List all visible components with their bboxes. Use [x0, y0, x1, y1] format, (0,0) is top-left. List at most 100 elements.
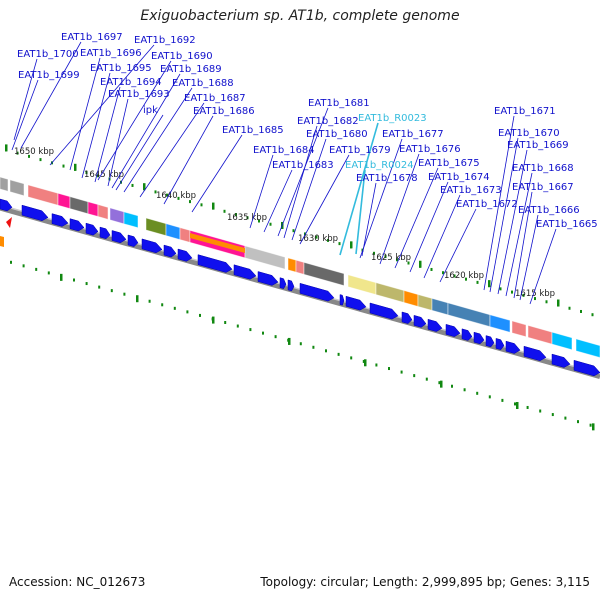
- tick-dot: [438, 381, 441, 385]
- cog-block: [69, 196, 89, 215]
- tick-dot: [246, 216, 249, 220]
- gene-label: EAT1b_1672: [456, 199, 518, 210]
- cog-block: [375, 282, 405, 304]
- label-leader: [69, 57, 101, 171]
- cog-block: [9, 179, 25, 197]
- tick-dot: [258, 219, 260, 223]
- tick-dot: [375, 363, 378, 367]
- cds-arrow: [339, 294, 345, 306]
- label-leader: [13, 58, 38, 141]
- tick-dot: [451, 384, 453, 388]
- tick-dot: [463, 388, 466, 392]
- cds-arrow: [233, 264, 257, 280]
- major-tick: [5, 144, 8, 152]
- tick-dot: [465, 277, 467, 281]
- tick-dot: [16, 151, 19, 155]
- label-leader: [49, 44, 155, 166]
- tick-dot: [131, 183, 134, 187]
- label-leader: [139, 102, 205, 198]
- cog-strip: [0, 236, 4, 247]
- cog-block: [527, 324, 553, 345]
- cog-block: [87, 201, 99, 218]
- label-leader: [409, 181, 449, 273]
- cog-block: [347, 274, 377, 296]
- tick-dot: [501, 398, 504, 402]
- cds-arrow: [177, 248, 193, 262]
- tick-dot: [299, 342, 302, 346]
- tick-dot: [591, 313, 594, 317]
- tick-dot: [442, 271, 444, 275]
- tick-dot: [292, 229, 295, 233]
- cds-arrow: [163, 244, 177, 258]
- tick-dot: [526, 405, 529, 409]
- label-leader: [107, 98, 129, 187]
- tick-dot: [350, 356, 353, 360]
- tick-dot: [534, 297, 536, 301]
- gene-label: EAT1b_1697: [61, 32, 123, 43]
- cds-arrow: [345, 295, 367, 311]
- major-tick: [419, 260, 422, 268]
- label-leader: [115, 114, 164, 191]
- major-tick: [212, 202, 215, 210]
- cog-block: [0, 176, 9, 192]
- tick-dot: [97, 174, 99, 178]
- cog-block: [244, 245, 286, 270]
- tick-dot: [173, 306, 176, 310]
- tick-dot: [73, 278, 75, 282]
- major-tick: [350, 241, 353, 249]
- tick-dot: [177, 196, 180, 200]
- label-leader: [163, 115, 214, 205]
- tick-dot: [269, 222, 272, 226]
- cds-arrow: [111, 230, 127, 244]
- tick-dot: [488, 395, 491, 399]
- cog-block: [447, 302, 491, 328]
- label-leader: [277, 107, 329, 237]
- tick-dot: [362, 359, 365, 363]
- major-tick: [60, 273, 63, 281]
- cds-arrow: [141, 238, 163, 254]
- label-leader: [361, 182, 377, 257]
- tick-dot: [568, 306, 571, 310]
- label-leader: [505, 172, 533, 297]
- label-leader: [191, 134, 243, 213]
- tick-dot: [10, 260, 12, 264]
- gene-label: EAT1b_1682: [297, 116, 359, 127]
- label-leader: [291, 138, 327, 241]
- cds-arrow: [69, 218, 85, 232]
- gene-label: EAT1b_1665: [536, 219, 598, 230]
- gene-label: EAT1b_1667: [512, 182, 574, 193]
- cds-arrow: [279, 277, 287, 289]
- cds-arrow: [127, 234, 139, 247]
- tick-dot: [514, 402, 516, 406]
- cds-arrow: [369, 302, 399, 320]
- major-tick: [288, 337, 291, 345]
- cog-block: [551, 331, 573, 351]
- major-tick: [74, 163, 77, 171]
- gene-label: EAT1b_1666: [518, 205, 580, 216]
- tick-dot: [35, 267, 38, 271]
- tick-dot: [200, 203, 203, 207]
- cds-arrow: [461, 328, 473, 341]
- tick-dot: [166, 193, 168, 197]
- gene-label: EAT1b_R0023: [358, 113, 427, 124]
- tick-dot: [262, 331, 264, 335]
- gene-label: EAT1b_1678: [356, 173, 418, 184]
- scale-label: 1645 kbp: [84, 170, 124, 180]
- tick-dot: [425, 377, 428, 381]
- tick-dot: [98, 285, 101, 289]
- tick-dot: [186, 310, 189, 314]
- tick-dot: [85, 282, 88, 286]
- cog-block: [575, 338, 600, 359]
- tick-dot: [337, 352, 340, 356]
- cog-block: [145, 217, 167, 237]
- gene-label: EAT1b_1695: [90, 63, 152, 74]
- gene-label: EAT1b_1671: [494, 106, 556, 117]
- label-leader: [81, 72, 111, 179]
- scale-label: 1620 kbp: [444, 271, 484, 281]
- tick-dot: [161, 303, 164, 307]
- label-leader: [20, 41, 82, 149]
- cds-arrow: [445, 323, 461, 337]
- tick-dot: [123, 292, 126, 296]
- label-leader: [299, 154, 350, 245]
